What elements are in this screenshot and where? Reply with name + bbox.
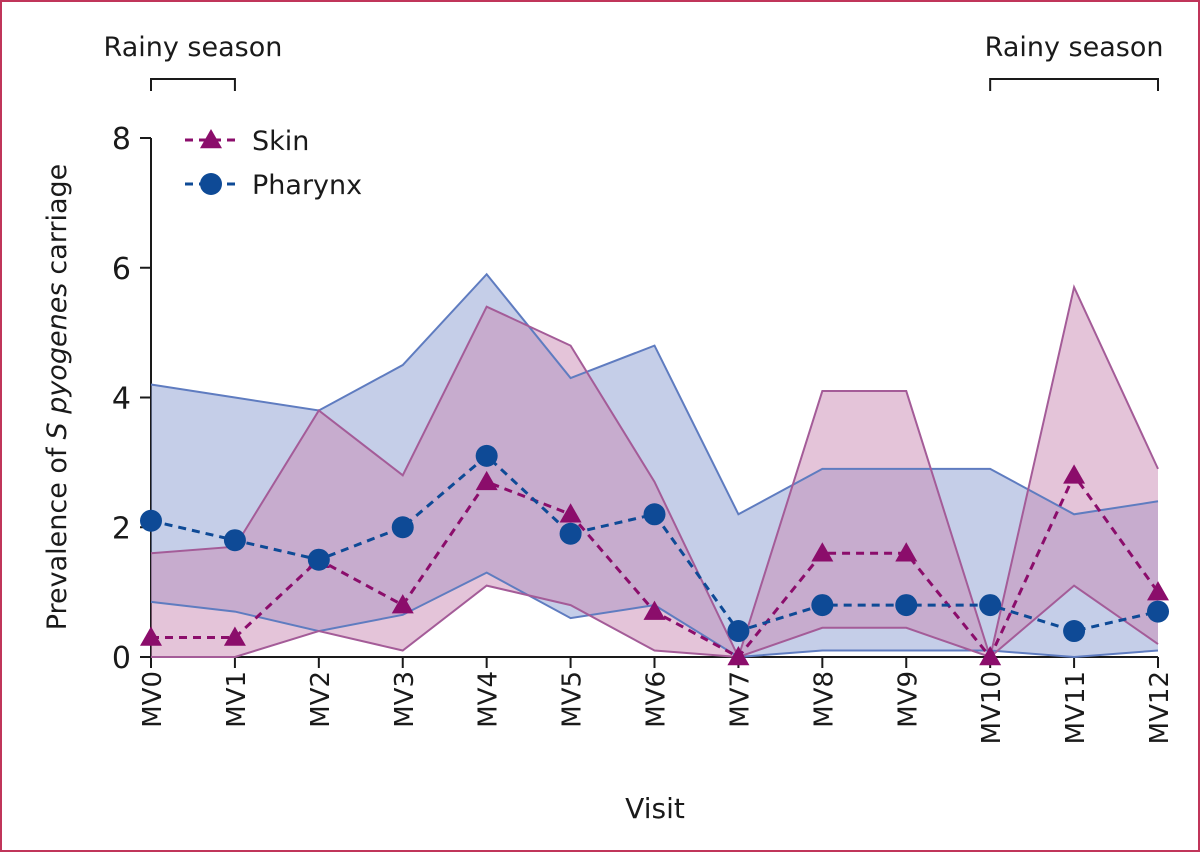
- y-title-suffix: carriage: [42, 164, 73, 275]
- season-bracket: [150, 78, 236, 91]
- y-tick-label: 2: [112, 511, 131, 546]
- x-tick-label: MV7: [725, 671, 755, 728]
- x-tick-label: MV10: [977, 671, 1007, 744]
- point: [307, 548, 330, 571]
- point: [140, 626, 162, 646]
- point: [895, 594, 918, 617]
- y-tick-label: 8: [112, 122, 131, 157]
- y-axis-title: Prevalence of S pyogenes carriage: [42, 164, 73, 631]
- legend-marker: [200, 129, 222, 149]
- x-tick-label: MV12: [1145, 671, 1175, 744]
- point: [223, 626, 246, 646]
- legend-label: Skin: [252, 126, 309, 157]
- point: [1147, 581, 1169, 601]
- point: [727, 646, 750, 666]
- point: [391, 594, 414, 614]
- x-tick-label: MV1: [222, 671, 252, 728]
- x-tick-label: MV2: [306, 671, 336, 728]
- point: [643, 600, 666, 620]
- x-tick-label: MV4: [474, 671, 504, 728]
- point: [559, 522, 582, 545]
- point: [643, 503, 666, 526]
- point: [1147, 600, 1169, 623]
- point: [223, 529, 246, 552]
- x-tick-label: MV8: [809, 671, 839, 728]
- point: [979, 646, 1002, 666]
- x-tick-label: MV3: [390, 671, 420, 728]
- annotation: Rainy season: [104, 32, 283, 63]
- point: [979, 594, 1002, 617]
- x-tick-label: MV5: [558, 671, 588, 728]
- y-title-italic: S pyogenes: [42, 283, 73, 440]
- y-tick-label: 0: [112, 641, 131, 676]
- point: [895, 542, 918, 562]
- point: [727, 620, 750, 643]
- point: [1063, 620, 1086, 643]
- point: [1063, 464, 1086, 484]
- x-tick-label: MV11: [1061, 671, 1091, 744]
- point: [811, 594, 834, 617]
- y-tick-label: 6: [112, 252, 131, 287]
- point: [475, 444, 498, 467]
- point: [811, 542, 834, 562]
- legend-label: Pharynx: [252, 170, 362, 201]
- season-bracket: [989, 78, 1159, 91]
- point: [391, 516, 414, 539]
- ci-band: [151, 287, 1158, 657]
- point: [140, 509, 162, 532]
- legend-marker: [200, 173, 222, 195]
- y-title-prefix: Prevalence of: [42, 446, 73, 630]
- x-tick-label: MV6: [642, 671, 672, 728]
- x-tick-label: MV0: [138, 671, 168, 728]
- annotation: Rainy season: [985, 32, 1164, 63]
- x-axis-title: Visit: [625, 792, 685, 825]
- y-tick-label: 4: [112, 382, 131, 417]
- x-tick-label: MV9: [893, 671, 923, 728]
- point: [559, 503, 582, 523]
- point: [475, 470, 498, 491]
